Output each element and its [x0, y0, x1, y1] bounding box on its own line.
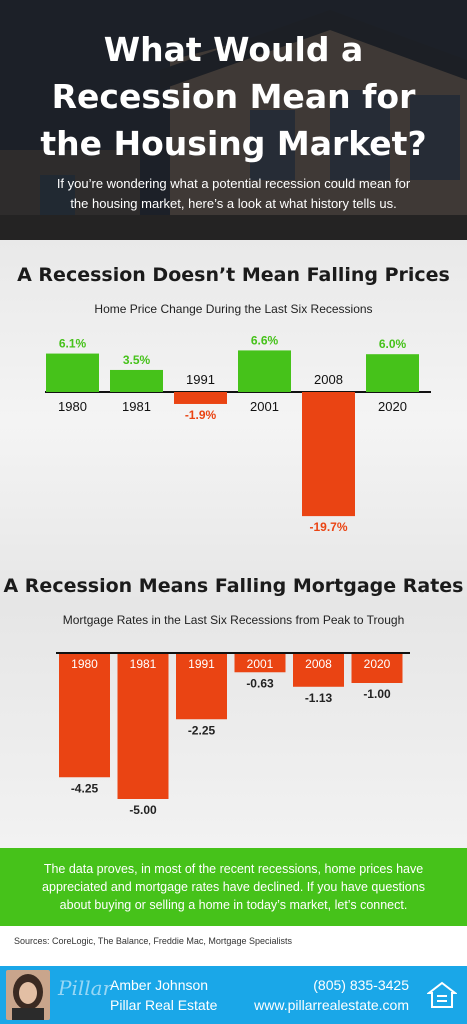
rate-bar: [176, 654, 227, 720]
price-category-label: 2008: [314, 372, 343, 387]
price-bar: [302, 392, 355, 517]
price-bar: [174, 392, 227, 404]
price-value-label: -1.9%: [185, 408, 217, 422]
price-value-label: 3.5%: [123, 353, 151, 367]
rate-value-label: -1.00: [363, 687, 391, 701]
rate-category-label: 1991: [188, 657, 215, 671]
charts-section: A Recession Doesn’t Mean Falling Prices …: [0, 240, 467, 848]
intro-line: If you’re wondering what a potential rec…: [56, 176, 411, 191]
price-bar: [238, 350, 291, 392]
house-background-image: [0, 0, 467, 240]
price-value-label: 6.0%: [379, 337, 407, 351]
rate-bar: [59, 654, 110, 778]
price-category-label: 2001: [250, 399, 279, 414]
rate-category-label: 1981: [130, 657, 157, 671]
cta-line: about buying or selling a home in today’…: [59, 898, 408, 912]
rate-bar: [293, 654, 344, 687]
cta-line: The data proves, in most of the recent r…: [43, 862, 424, 876]
rate-value-label: -0.63: [246, 676, 274, 690]
price-category-label: 2020: [378, 399, 407, 414]
price-category-label: 1991: [186, 372, 215, 387]
agent-name: Amber Johnson: [110, 977, 209, 993]
pillar-logo: Pillar: [58, 976, 113, 1000]
intro-line: the housing market, here’s a look at wha…: [70, 196, 397, 211]
cta-banner: The data proves, in most of the recent r…: [0, 848, 467, 926]
rate-category-label: 2001: [247, 657, 274, 671]
rate-value-label: -2.25: [188, 723, 216, 737]
price-bar: [110, 369, 163, 392]
price-category-label: 1980: [58, 399, 87, 414]
agent-company: Pillar Real Estate: [110, 997, 218, 1013]
price-category-label: 1981: [122, 399, 151, 414]
rate-bar: [117, 654, 169, 799]
main-title: What Would a Recession Mean for the Hous…: [0, 26, 467, 167]
rate-value-label: -1.13: [305, 691, 333, 705]
main-title-line: Recession Mean for: [51, 77, 416, 116]
cta-text: The data proves, in most of the recent r…: [30, 860, 437, 914]
mortgage-section-title: A Recession Means Falling Mortgage Rates: [3, 575, 464, 597]
price-bar: [46, 353, 99, 392]
price-section-title: A Recession Doesn’t Mean Falling Prices: [17, 264, 450, 286]
intro-text: If you’re wondering what a potential rec…: [40, 174, 427, 214]
rate-category-label: 1980: [71, 657, 98, 671]
rate-category-label: 2020: [364, 657, 391, 671]
price-value-label: -19.7%: [309, 520, 347, 534]
sources-text: Sources: CoreLogic, The Balance, Freddie…: [14, 936, 292, 946]
price-chart-subtitle: Home Price Change During the Last Six Re…: [94, 302, 373, 316]
agent-photo-avatar: [6, 970, 50, 1020]
mortgage-rate-chart: 1980 -4.25 1981 -5.00 1991 -2.25 2001 -0.63 2008…: [56, 652, 410, 817]
mortgage-chart-subtitle: Mortgage Rates in the Last Six Recession…: [62, 613, 405, 627]
equal-housing-opportunity-icon: [427, 981, 457, 1008]
agent-phone-link[interactable]: (805) 835-3425: [313, 977, 409, 993]
rate-bar: [351, 654, 403, 683]
cta-line: appreciated and mortgage rates have decl…: [42, 880, 425, 894]
main-title-line: What Would a: [103, 30, 364, 69]
header-overlay: [0, 0, 467, 240]
agent-website-link[interactable]: www.pillarrealestate.com: [254, 997, 409, 1013]
rate-value-label: -4.25: [71, 781, 99, 795]
agent-footer: Pillar Amber Johnson Pillar Real Estate …: [0, 966, 467, 1024]
rate-value-label: -5.00: [129, 803, 157, 817]
price-value-label: 6.1%: [59, 337, 87, 351]
main-title-line: the Housing Market?: [40, 124, 427, 163]
header-banner: What Would a Recession Mean for the Hous…: [0, 0, 467, 240]
price-value-label: 6.6%: [251, 333, 279, 347]
home-price-chart: 6.1% 1980 3.5% 1981 -1.9% 1991 6.6% 2001 -19.7% 2…: [45, 333, 431, 534]
rate-category-label: 2008: [305, 657, 332, 671]
price-bar: [366, 354, 419, 392]
rate-bar: [234, 654, 286, 673]
